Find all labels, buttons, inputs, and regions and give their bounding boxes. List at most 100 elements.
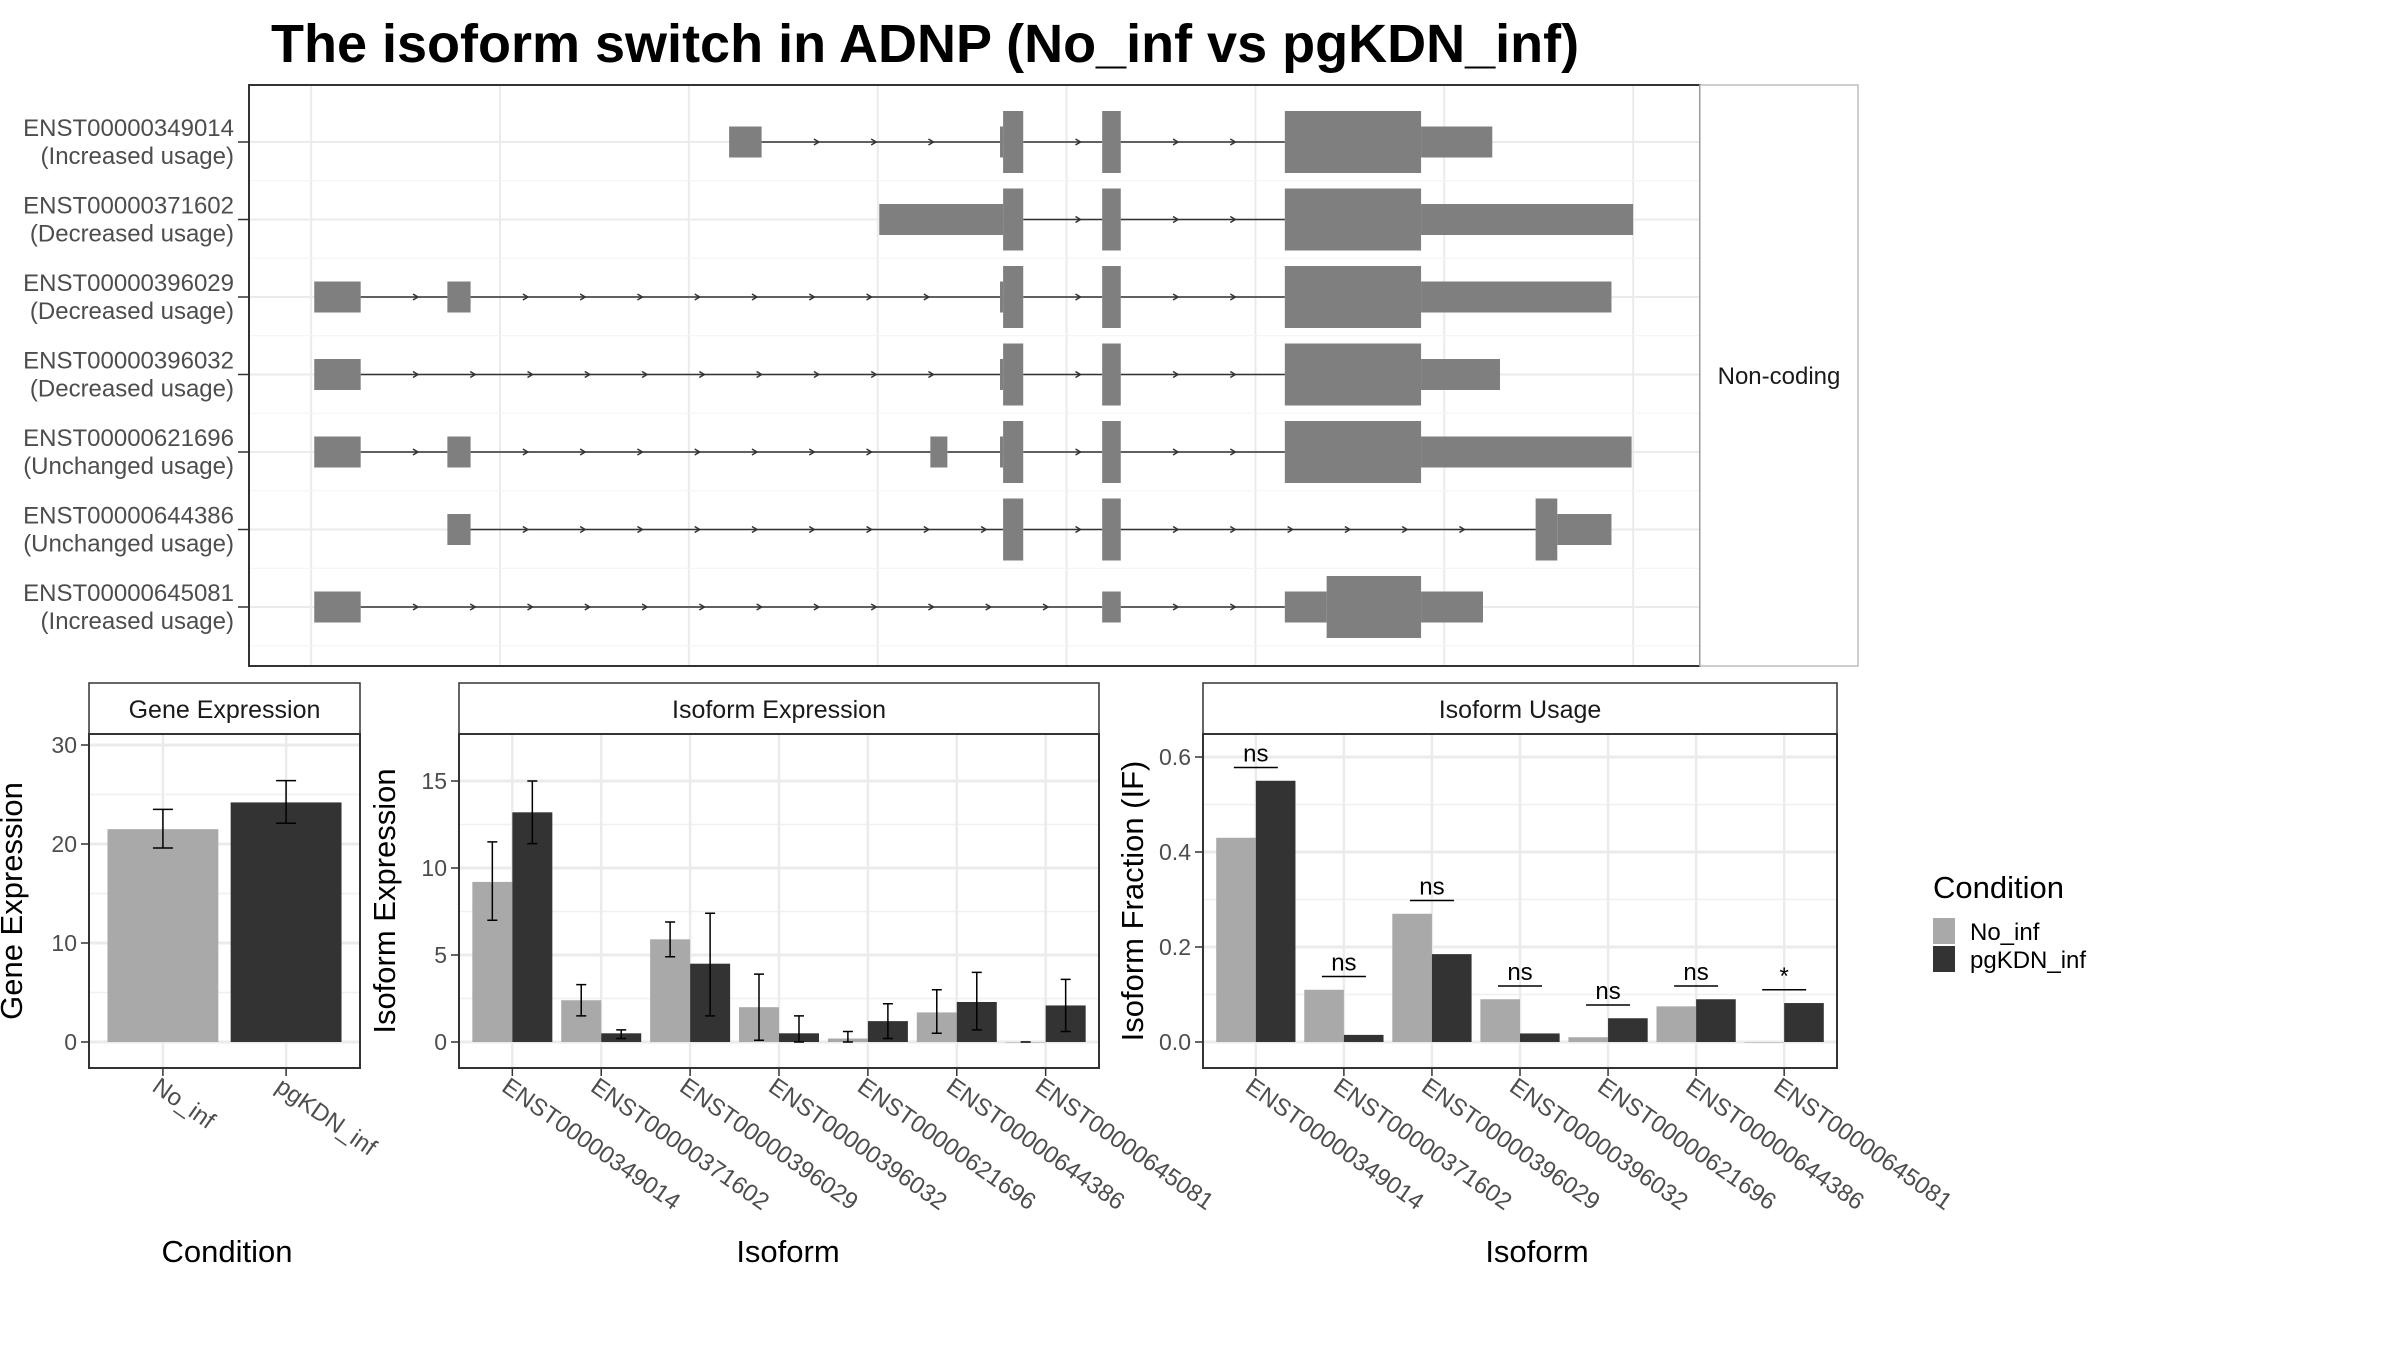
intron-arrow	[751, 448, 759, 456]
coding-exon	[1003, 188, 1024, 251]
intron-arrow	[698, 603, 706, 611]
transcript-id-label: ENST00000396032	[23, 348, 234, 375]
intron-arrow	[637, 448, 644, 456]
utr-exon	[314, 591, 361, 623]
transcript-structure-panel: ENST00000349014(Increased usage)ENST0000…	[23, 84, 1859, 667]
transcript-row: ENST00000644386(Unchanged usage)	[23, 498, 1612, 561]
transcript-usage-label: (Increased usage)	[41, 143, 234, 170]
error-bar	[616, 1029, 627, 1040]
x-tick-label: pgKDN_inf	[271, 1073, 382, 1162]
intron-arrow	[641, 603, 649, 611]
significance-label: ns	[1683, 959, 1708, 986]
bar-No_inf-0	[107, 829, 219, 1042]
intron-arrow	[469, 603, 477, 611]
intron-arrow	[412, 603, 420, 611]
intron-arrow	[985, 603, 993, 611]
error-bar	[882, 1002, 893, 1040]
transcript-id-label: ENST00000621696	[23, 425, 234, 452]
transcript-id-label: ENST00000371602	[23, 193, 234, 220]
significance-label: *	[1779, 963, 1788, 990]
y-tick-label: 10	[51, 930, 77, 956]
intron-arrow	[412, 448, 420, 456]
intron-arrow	[866, 525, 873, 534]
x-tick-label: No_inf	[147, 1073, 220, 1135]
bar-No_inf-6	[1744, 1042, 1785, 1043]
intron-arrow	[1229, 293, 1237, 301]
utr-exon	[879, 204, 1004, 235]
facet-strip-title: Isoform Expression	[672, 696, 886, 724]
error-bar	[794, 1015, 804, 1043]
utr-exon	[1102, 591, 1121, 623]
y-tick-label: 0.4	[1159, 839, 1191, 865]
intron-arrow	[637, 525, 644, 534]
legend-title: Condition	[1933, 870, 2064, 905]
x-axis-title: Condition	[162, 1234, 293, 1269]
bar-pgKDN_inf-1	[230, 802, 342, 1042]
intron-arrow	[1172, 215, 1180, 224]
utr-exon	[1421, 436, 1632, 468]
intron-arrow	[866, 448, 873, 456]
coding-exon	[1003, 498, 1024, 561]
intron-arrow	[579, 448, 587, 456]
utr-exon	[1000, 281, 1004, 313]
chart-panel-1: Isoform Expression051015ENST00000349014E…	[367, 682, 1218, 1269]
intron-arrow	[1075, 215, 1082, 224]
legend-key-0	[1933, 918, 1955, 944]
utr-exon	[1421, 359, 1501, 390]
coding-exon	[1003, 343, 1024, 406]
intron-arrow	[813, 138, 821, 146]
significance-label: ns	[1331, 949, 1356, 976]
intron-arrow	[522, 448, 530, 456]
coding-exon	[1284, 266, 1422, 328]
error-bar	[705, 912, 716, 1017]
bar-No_inf-2	[1392, 913, 1432, 1042]
transcript-usage-label: (Decreased usage)	[30, 298, 234, 325]
bar-pgKDN_inf-3	[1520, 1033, 1560, 1042]
utr-exon	[314, 359, 361, 390]
intron-arrow	[522, 525, 530, 534]
coding-exon	[1326, 576, 1422, 638]
intron-arrow	[412, 370, 420, 379]
intron-arrow	[813, 603, 821, 611]
intron-arrow	[1172, 293, 1180, 301]
transcript-row: ENST00000621696(Unchanged usage)	[23, 421, 1632, 483]
utr-exon	[1000, 436, 1004, 468]
intron-arrow	[1075, 525, 1082, 534]
utr-exon	[1284, 591, 1327, 623]
intron-arrow	[1075, 138, 1082, 146]
intron-arrow	[1075, 370, 1082, 379]
bar-pgKDN_inf-2	[1431, 954, 1472, 1042]
bar-pgKDN_inf-4	[1608, 1018, 1648, 1042]
intron-arrow	[1229, 603, 1237, 611]
utr-exon	[1421, 126, 1493, 158]
intron-arrow	[923, 525, 931, 534]
y-tick-label: 30	[51, 732, 77, 758]
intron-arrow	[1229, 370, 1237, 379]
facet-strip-title: Isoform Usage	[1439, 696, 1602, 724]
utr-exon	[1421, 591, 1483, 623]
coding-exon	[1003, 111, 1024, 173]
intron-arrow	[1172, 525, 1180, 534]
intron-arrow	[808, 293, 816, 301]
intron-arrow	[641, 370, 649, 379]
intron-arrow	[980, 525, 988, 534]
coding-exon	[1535, 498, 1558, 561]
intron-arrow	[1172, 448, 1180, 456]
intron-arrow	[1172, 138, 1180, 146]
transcript-row: ENST00000396032(Decreased usage)	[23, 343, 1501, 406]
coding-exon	[1102, 343, 1121, 406]
bar-No_inf-5	[1656, 1006, 1697, 1042]
error-bar	[842, 1030, 853, 1043]
transcript-usage-label: (Decreased usage)	[30, 376, 234, 403]
intron-arrow	[751, 525, 759, 534]
intron-arrow	[694, 293, 702, 301]
y-tick-label: 0	[64, 1029, 77, 1055]
intron-arrow	[808, 448, 816, 456]
y-tick-label: 20	[51, 831, 77, 857]
coding-exon	[1003, 421, 1024, 483]
transcript-row: ENST00000371602(Decreased usage)	[23, 188, 1634, 251]
facet-strip-title: Gene Expression	[129, 696, 321, 724]
y-tick-label: 15	[421, 768, 447, 794]
